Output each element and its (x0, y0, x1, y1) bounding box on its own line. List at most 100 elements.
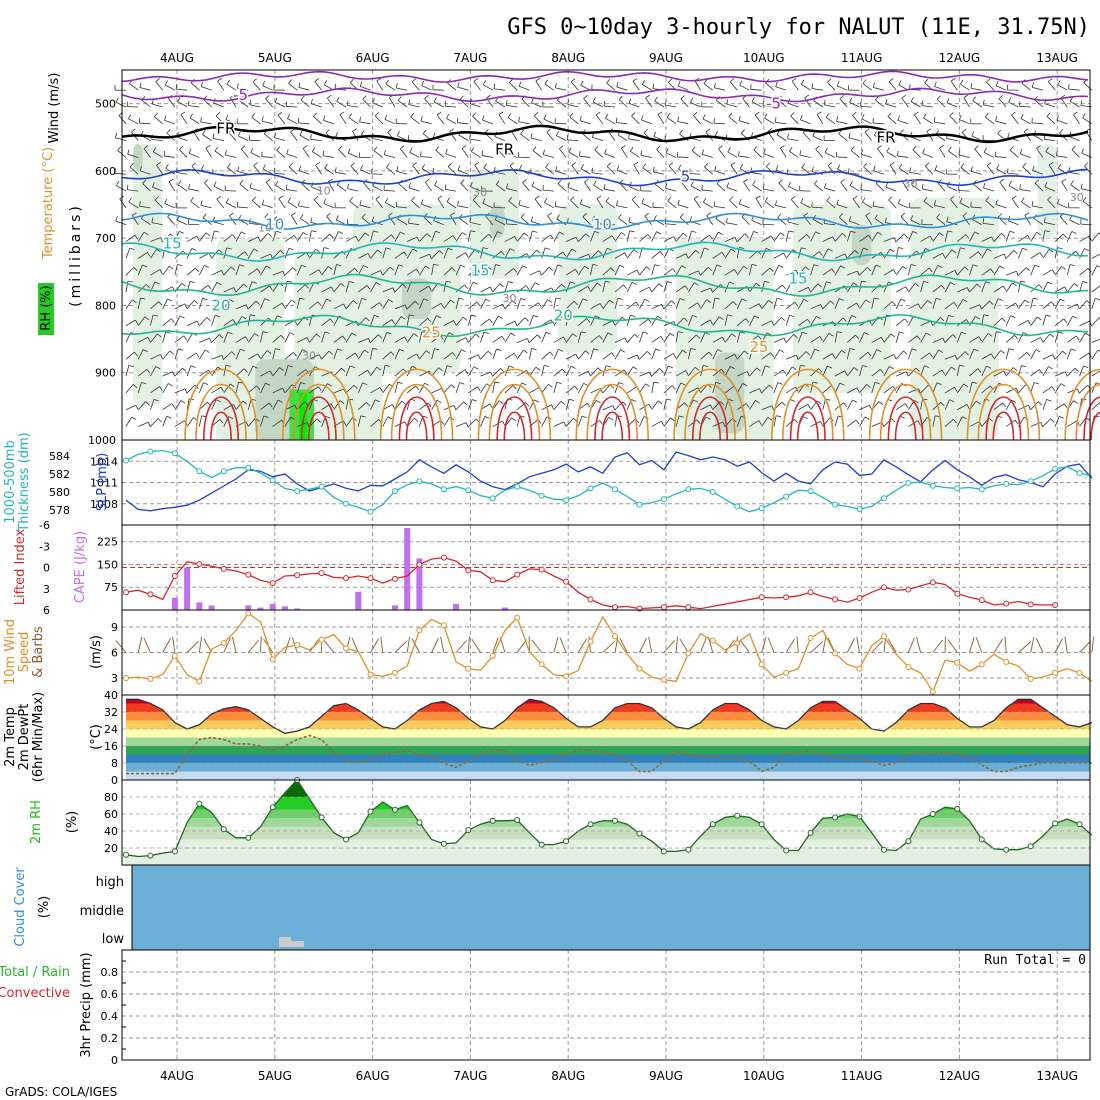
wind-barb-shaft (137, 349, 144, 360)
wind-barb-flag (218, 249, 223, 254)
wind-barb-shaft (691, 150, 701, 158)
wind-barb (189, 113, 200, 125)
wind-barb (174, 388, 188, 394)
wind-barb-flag (656, 231, 662, 235)
wind-barb (651, 400, 663, 410)
wind-barb-shaft (272, 419, 282, 427)
wind-barb-shaft (284, 267, 294, 276)
wind-barb-shaft (617, 134, 628, 141)
wind-barb (1006, 270, 1019, 277)
wind-barb (578, 370, 591, 377)
wind-barb (963, 94, 970, 108)
wind-barb (1046, 112, 1056, 125)
wind-barb-shaft (352, 131, 359, 141)
wind-barb-shaft (457, 122, 469, 125)
wind-barb-flag (421, 331, 427, 334)
wind-barb-shaft (960, 83, 970, 91)
wind-barb-flag (782, 369, 787, 375)
wind-barb (315, 161, 322, 175)
wind-barb (224, 185, 237, 192)
wind-barb-flag (116, 181, 120, 186)
wind-barb-shaft (150, 237, 161, 242)
wind-barb (559, 145, 567, 158)
wind-barb-flag (353, 300, 358, 305)
wind-barb-shaft (755, 198, 763, 209)
wind-barb (1020, 114, 1031, 125)
wind-barb (1042, 281, 1053, 293)
wind-barb-flag (226, 79, 230, 85)
wind-barb-shaft (272, 231, 277, 242)
wind-barb-shaft (419, 233, 428, 242)
wind-barb (847, 419, 860, 427)
wind-barb-flag (799, 150, 802, 156)
wind-barb-shaft (335, 171, 347, 175)
wind-barb-shaft (1054, 331, 1059, 343)
wind-barb-flag (420, 199, 424, 205)
wind-barb (162, 247, 170, 259)
rh-shading-saturated (299, 392, 308, 440)
wind-barb (984, 112, 995, 125)
wind-barb-flag (257, 353, 261, 359)
wind-barb (333, 348, 343, 360)
wind-barb-flag (133, 267, 138, 272)
wind-barb-flag (374, 399, 380, 403)
wind-barb-flag (569, 398, 575, 402)
wind-barb (651, 264, 660, 276)
wind-barb (788, 181, 799, 192)
wind-barb-flag (545, 331, 551, 335)
wind-barb-flag (921, 183, 924, 189)
wind-barb-flag (774, 117, 777, 123)
wind-barb-flag (288, 79, 292, 84)
wind-barb (324, 163, 335, 175)
wind-barb-shaft (627, 354, 638, 360)
wind-barb-flag (324, 331, 330, 334)
wind-barb-flag (408, 99, 411, 105)
wind-barb (873, 165, 885, 175)
wind-barb-shaft (544, 83, 555, 91)
wind-barb-flag (597, 367, 602, 372)
wind-barb (508, 78, 518, 91)
wind-barb (470, 182, 481, 192)
wind-barb-flag (262, 80, 266, 86)
wind-barb-flag (998, 95, 1004, 100)
wind-barb-flag (848, 132, 851, 138)
wind-barb-shaft (296, 284, 306, 293)
wind-barb-shaft (799, 154, 811, 158)
wind-barb-flag (1001, 317, 1006, 323)
wind-barb-flag (400, 316, 406, 320)
wind-barb-shaft (1022, 166, 1031, 175)
wind-barb-shaft (541, 351, 551, 360)
wind-barb-flag (359, 81, 363, 87)
wind-barb-flag (926, 128, 932, 132)
wind-barb-shaft (407, 236, 418, 242)
wind-barb-shaft (606, 82, 616, 91)
wind-barb (174, 315, 185, 326)
wind-barb-shaft (382, 247, 387, 259)
wind-barb-shaft (223, 332, 229, 343)
wind-barb (237, 131, 249, 141)
wind-barb (443, 352, 456, 360)
wind-barb (877, 145, 885, 158)
wind-barb-flag (219, 419, 224, 424)
wind-barb-flag (482, 198, 486, 204)
wind-barb-flag (618, 213, 622, 219)
wind-barb-shaft (511, 131, 518, 141)
wind-barb-shaft (461, 148, 469, 158)
wind-barb-shaft (260, 415, 265, 427)
wind-barb-shaft (471, 151, 481, 158)
wind-barb (394, 251, 408, 259)
wind-barb-shaft (186, 332, 193, 343)
wind-barb-shaft (125, 299, 133, 310)
wind-barb (311, 147, 322, 158)
wind-barb-shaft (394, 382, 398, 394)
wind-barb-shaft (260, 285, 270, 293)
wind-barb-flag (1033, 297, 1039, 300)
wind-barb-shaft (247, 248, 255, 259)
wind-barb-flag (924, 78, 929, 84)
wind-barb-shaft (627, 269, 638, 276)
wind-barb-shaft (237, 87, 249, 91)
wind-barb-flag (636, 354, 640, 360)
wind-barb (345, 267, 359, 276)
wind-barb-flag (249, 182, 252, 188)
wind-barb-shaft (1005, 315, 1012, 326)
